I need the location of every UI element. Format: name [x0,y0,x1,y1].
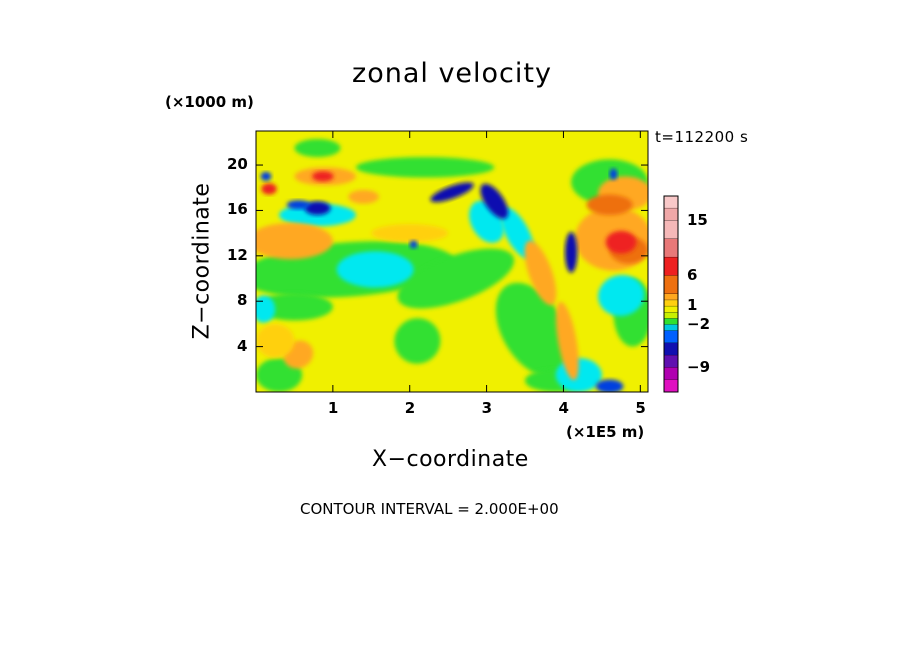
blue-spot-small [409,240,418,249]
velocity-field [256,131,648,392]
orange-streak2 [555,301,579,381]
orange-streak [524,240,557,306]
blue-spot-right [609,168,618,180]
blue-jet-3 [564,231,578,273]
colorbar-tick-label: 1 [687,296,698,315]
blue-jet-left-halo [286,200,310,210]
cyan-bottom [555,357,602,392]
blue-jet-2 [480,183,509,219]
colorbar-segment [664,208,678,221]
z-tick-label: 4 [237,336,248,355]
time-label: t=112200 s [655,128,749,146]
x-tick-label: 1 [327,399,339,417]
colorbar-segment [664,300,678,307]
red-spot-left [261,183,277,195]
darkorange-right2 [586,194,633,215]
green-lower-mid [394,318,441,364]
colorbar-segment [664,306,678,313]
green-band-top [355,157,495,178]
blue-patch-bottom [595,379,624,392]
colorbar-segment [664,312,678,319]
green-layer-3 [256,293,333,321]
x-axis-label: X−coordinate [372,447,529,472]
z-tick-label: 16 [227,200,248,219]
colorbar-segment [664,318,678,325]
green-layer-2 [397,248,515,309]
gold-left [256,323,295,358]
cyan-patch-mid [336,251,414,288]
z-tick-label: 8 [237,291,248,310]
colorbar-frame [663,195,679,393]
cyan-patch-left [256,295,276,323]
colorbar-segment [664,330,678,343]
colorbar-segment [664,257,678,276]
green-band-top2 [294,138,341,158]
colorbar-tick-label: 15 [687,210,708,229]
cyan-patch-right [598,275,645,317]
colorbar-segment [664,294,678,301]
z-tick-label: 12 [227,245,248,264]
chart-title: zonal velocity [352,58,552,89]
colorbar-tick-label: −2 [687,314,711,333]
x-tick-label: 2 [404,399,416,417]
colorbar-segment [664,343,678,356]
colorbar [663,195,679,393]
orange-layer-left [256,222,333,260]
colorbar-segment [664,275,678,294]
x-tick-label: 5 [635,399,646,417]
x-unit-label: (×1E5 m) [566,423,645,441]
z-unit-label: (×1000 m) [165,93,254,111]
blue-jet-left [304,201,331,215]
colorbar-tick-label: −9 [687,357,711,376]
x-tick-label: 4 [558,399,569,417]
colorbar-tick-label: 6 [687,265,698,284]
blue-spot-left [260,171,272,181]
plot-frame [255,130,649,393]
colorbar-segment [664,220,678,239]
orange-mid [348,190,379,204]
red-spot-upper [312,171,334,182]
colorbar-segment [664,355,678,368]
contour-interval-label: CONTOUR INTERVAL = 2.000E+00 [300,500,559,518]
z-tick-label: 20 [227,155,248,174]
x-tick-label: 3 [481,399,493,417]
gold-mid [371,224,449,243]
colorbar-segment [664,196,678,209]
red-spot-right [605,230,637,254]
colorbar-segment [664,379,678,392]
green-layer-4 [495,282,570,377]
colorbar-segment [664,367,678,380]
blue-jet-1 [430,182,474,203]
colorbar-segment [664,238,678,258]
colorbar-segment [664,324,678,331]
axis-ticks [256,131,648,392]
